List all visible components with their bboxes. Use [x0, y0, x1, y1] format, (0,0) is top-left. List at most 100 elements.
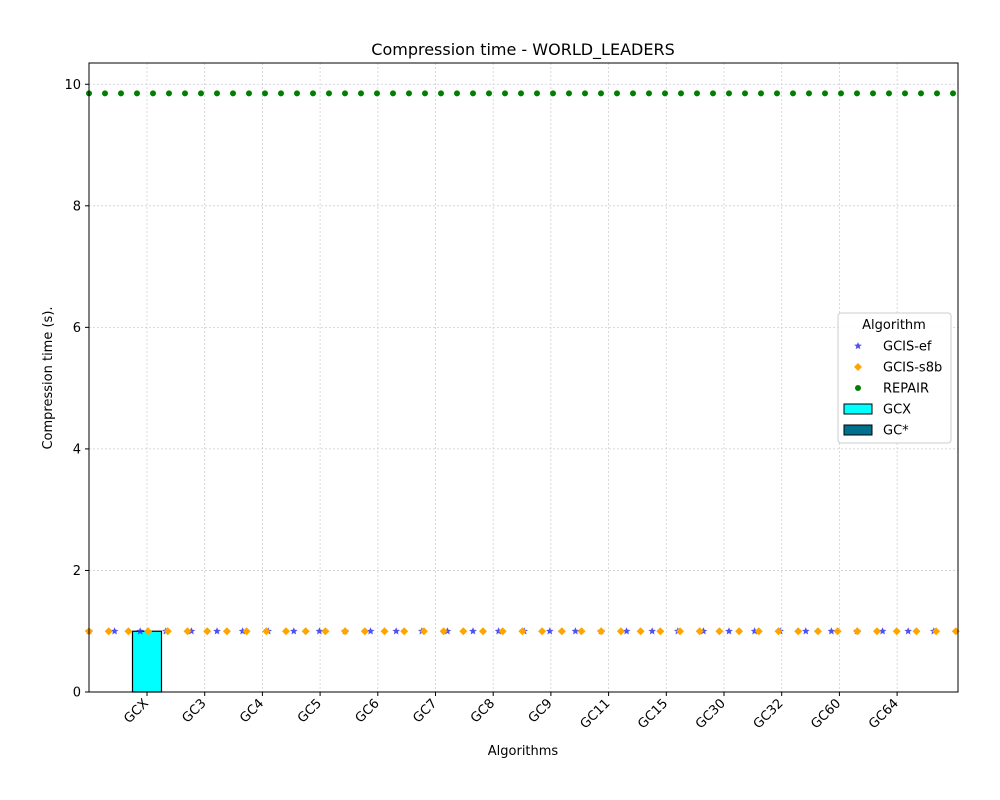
- marker-gcis-ef: [213, 627, 221, 635]
- marker-repair: [230, 90, 236, 97]
- marker-gcis-s8b: [400, 627, 409, 636]
- marker-gcis-ef: [110, 627, 119, 635]
- marker-gcis-s8b: [124, 627, 133, 636]
- marker-gcis-s8b: [163, 627, 172, 636]
- marker-gcis-s8b: [203, 627, 212, 636]
- x-axis: GCX GC3 GC4 GC5 GC6 GC7 GC8 GC9 GC11 GC15 GC30 GC32…: [121, 692, 902, 732]
- marker-gcis-s8b: [282, 627, 290, 636]
- marker-repair: [598, 90, 604, 97]
- marker-gcis-ef: [315, 627, 324, 635]
- y-axis-title: Compression time (s).: [41, 306, 56, 449]
- marker-gcis-s8b: [873, 627, 881, 636]
- marker-repair: [374, 90, 380, 97]
- marker-gcis-s8b: [104, 627, 113, 636]
- marker-repair: [166, 90, 172, 97]
- x-tick-label: GC11: [578, 696, 614, 732]
- marker-gcis-ef: [622, 627, 631, 635]
- marker-gcis-s8b: [853, 627, 862, 636]
- marker-gcis-s8b: [754, 627, 763, 636]
- y-tick-label: 6: [73, 321, 81, 336]
- marker-repair: [646, 90, 652, 97]
- marker-repair: [870, 90, 876, 97]
- marker-repair: [774, 90, 780, 97]
- marker-gcis-s8b: [951, 627, 960, 636]
- marker-repair: [358, 90, 364, 97]
- marker-repair: [342, 90, 348, 97]
- marker-gcis-s8b: [479, 627, 487, 636]
- marker-repair: [918, 90, 924, 97]
- legend-label-gc: GC*: [883, 424, 909, 439]
- marker-repair: [854, 90, 860, 97]
- marker-repair: [278, 90, 284, 97]
- marker-gcis-s8b: [538, 627, 547, 636]
- marker-repair: [886, 90, 892, 97]
- marker-repair: [838, 90, 844, 97]
- marker-gcis-ef: [725, 627, 733, 635]
- y-tick-label: 8: [73, 199, 81, 214]
- marker-repair: [790, 90, 796, 97]
- marker-repair: [662, 90, 668, 97]
- marker-repair: [822, 90, 828, 97]
- plot-frame: [88, 62, 959, 693]
- bars: [131, 630, 163, 693]
- marker-repair: [694, 90, 700, 97]
- marker-gcis-ef: [827, 627, 836, 635]
- legend-swatch-gcx: [843, 403, 873, 415]
- marker-repair: [486, 90, 492, 97]
- x-tick-label: GC60: [808, 696, 844, 732]
- marker-repair: [678, 90, 684, 97]
- marker-repair: [934, 90, 940, 97]
- x-tick-label: GC6: [353, 696, 383, 726]
- x-tick-label: GC3: [180, 696, 210, 726]
- marker-repair: [550, 90, 556, 97]
- marker-repair: [630, 90, 636, 97]
- y-tick-label: 4: [73, 442, 81, 457]
- marker-repair: [214, 90, 220, 97]
- x-tick-label: GC7: [410, 696, 440, 726]
- marker-gcis-s8b: [360, 627, 369, 636]
- legend-marker-gcis-ef: [854, 342, 862, 350]
- x-tick-label: GC64: [866, 696, 902, 732]
- marker-gcis-ef: [546, 627, 554, 635]
- legend-label-gcx: GCX: [883, 403, 911, 418]
- marker-repair: [742, 90, 748, 97]
- marker-repair: [710, 90, 716, 97]
- legend-marker-repair: [855, 385, 861, 391]
- marker-repair: [470, 90, 476, 97]
- marker-repair: [454, 90, 460, 97]
- legend-label-repair: REPAIR: [883, 382, 929, 397]
- legend-label-gcis-ef: GCIS-ef: [883, 340, 932, 355]
- legend-swatch-gc: [843, 424, 873, 436]
- marker-gcis-s8b: [183, 627, 192, 636]
- legend: Algorithm GCIS-ef GCIS-s8b REPAIR GCX GC*: [837, 312, 952, 444]
- marker-gcis-ef: [802, 627, 810, 635]
- marker-gcis-s8b: [518, 627, 527, 636]
- marker-gcis-s8b: [695, 627, 704, 636]
- x-tick-label: GCX: [121, 696, 152, 727]
- marker-repair: [502, 90, 508, 97]
- marker-gcis-s8b: [813, 627, 822, 636]
- marker-gcis-s8b: [597, 627, 606, 636]
- marker-gcis-s8b: [932, 627, 941, 636]
- marker-gcis-s8b: [676, 627, 684, 636]
- marker-gcis-ef: [904, 627, 912, 635]
- y-tick-label: 0: [73, 686, 81, 701]
- marker-repair: [806, 90, 812, 97]
- marker-repair: [150, 90, 156, 97]
- marker-repair: [422, 90, 428, 97]
- marker-repair: [246, 90, 252, 97]
- x-tick-label: GC8: [468, 696, 498, 726]
- marker-gcis-s8b: [892, 627, 901, 636]
- marker-gcis-s8b: [459, 627, 468, 636]
- marker-gcis-ef: [571, 627, 580, 635]
- legend-label-gcis-s8b: GCIS-s8b: [883, 361, 942, 376]
- marker-repair: [310, 90, 316, 97]
- marker-repair: [406, 90, 412, 97]
- x-tick-label: GC32: [751, 696, 787, 732]
- marker-gcis-s8b: [419, 627, 428, 636]
- marker-gcis-s8b: [341, 627, 350, 636]
- marker-gcis-ef: [648, 627, 656, 635]
- y-tick-label: 10: [64, 78, 81, 93]
- marker-gcis-ef: [878, 627, 887, 635]
- chart-title: Compression time - WORLD_LEADERS: [371, 40, 674, 60]
